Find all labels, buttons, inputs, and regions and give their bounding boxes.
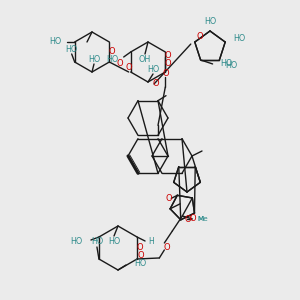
Text: O: O [163,244,170,253]
Text: H: H [148,238,154,247]
Text: HO: HO [71,236,83,245]
Text: HO: HO [220,59,233,68]
Text: O: O [108,47,115,56]
Text: HO: HO [134,259,146,268]
Text: O: O [196,32,203,41]
Text: O: O [184,215,191,224]
Text: HO: HO [108,238,120,247]
Text: O: O [138,251,144,260]
Text: O: O [153,80,159,88]
Text: Me: Me [197,216,208,222]
Text: O: O [166,194,172,203]
Text: HO: HO [225,61,238,70]
Text: HO: HO [204,17,216,26]
Text: HO: HO [91,236,103,245]
Text: HO: HO [233,34,245,43]
Text: HO: HO [88,55,100,64]
Text: HO: HO [50,38,62,46]
Text: HO: HO [147,65,159,74]
Text: O: O [164,58,171,68]
Text: O: O [125,62,132,71]
Text: OH: OH [139,56,151,64]
Text: O: O [117,58,123,68]
Text: HO: HO [66,44,78,53]
Text: HO: HO [106,56,119,64]
Text: O: O [164,52,171,61]
Text: O: O [162,70,169,79]
Text: M: M [198,216,204,222]
Text: O: O [137,244,143,253]
Text: O: O [189,214,196,223]
